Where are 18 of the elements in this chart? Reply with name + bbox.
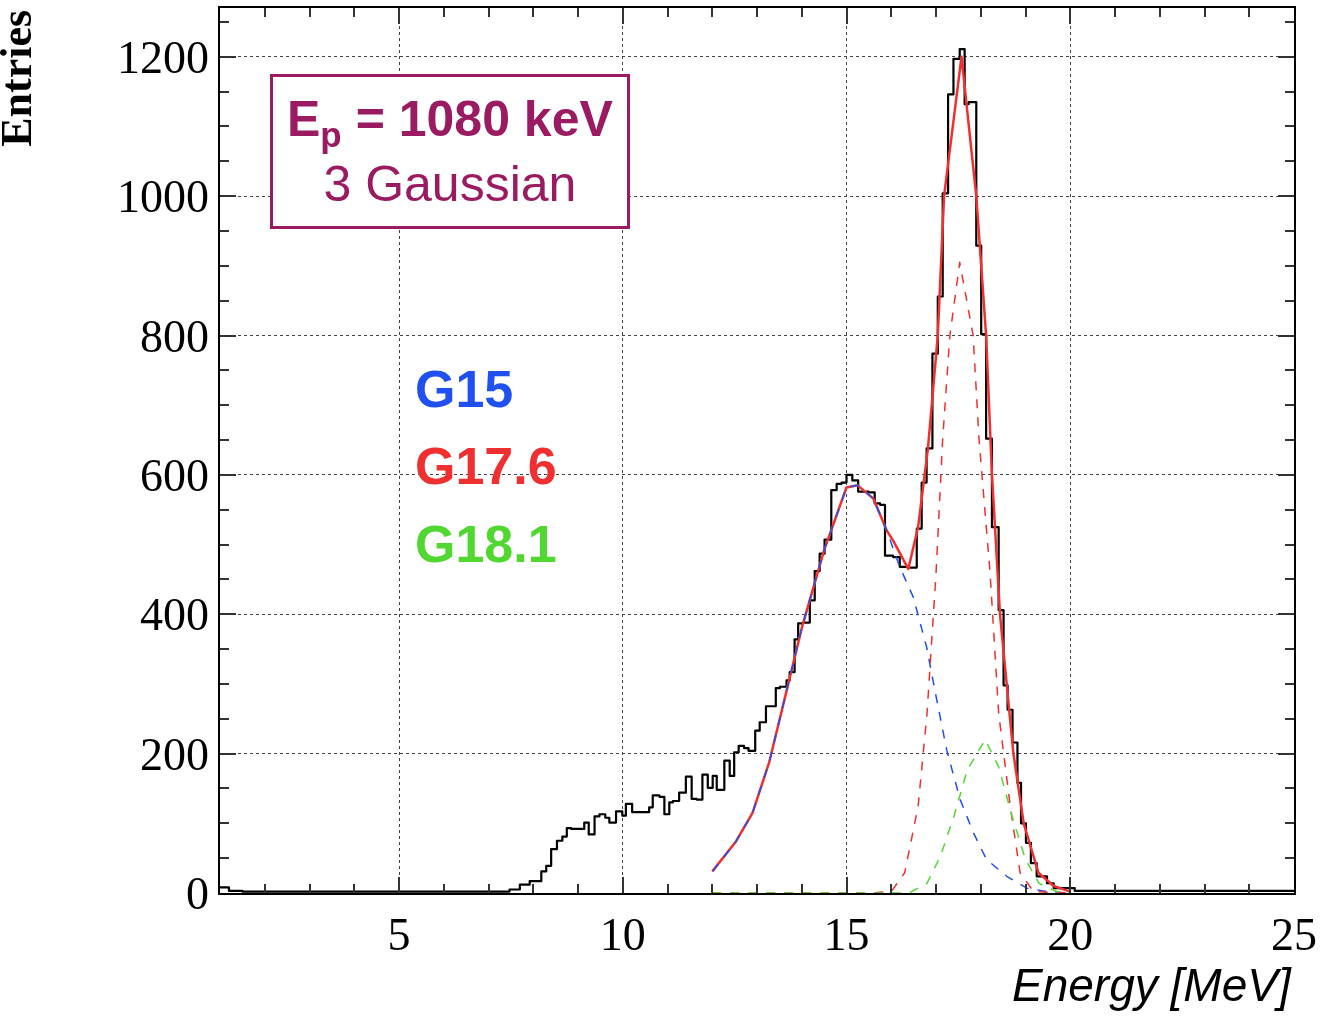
text: G17.6 [415,437,557,495]
text: G18.1 [415,515,557,573]
x-tick-label: 20 [1047,908,1094,960]
y-tick-label: 1000 [117,171,210,223]
x-tick-label: 15 [823,908,870,960]
annotation: E$_{p}$ = 1080 keV 3 Gaussian [287,91,614,212]
y-tick-label: 0 [186,868,210,920]
y-tick-label: 1200 [117,31,210,83]
x-axis-title: Energy [MeV] [1012,959,1292,1011]
y-tick-label: 200 [140,728,210,780]
x-tick-label: 10 [599,908,646,960]
y-tick-label: 600 [140,449,210,501]
text: G15 [415,360,514,418]
y-axis-title: Entries [0,9,41,147]
x-tick-label: 5 [387,908,411,960]
x-tick-label: 25 [1271,908,1317,960]
y-tick-label: 400 [140,589,210,641]
y-tick-label: 800 [140,310,210,362]
